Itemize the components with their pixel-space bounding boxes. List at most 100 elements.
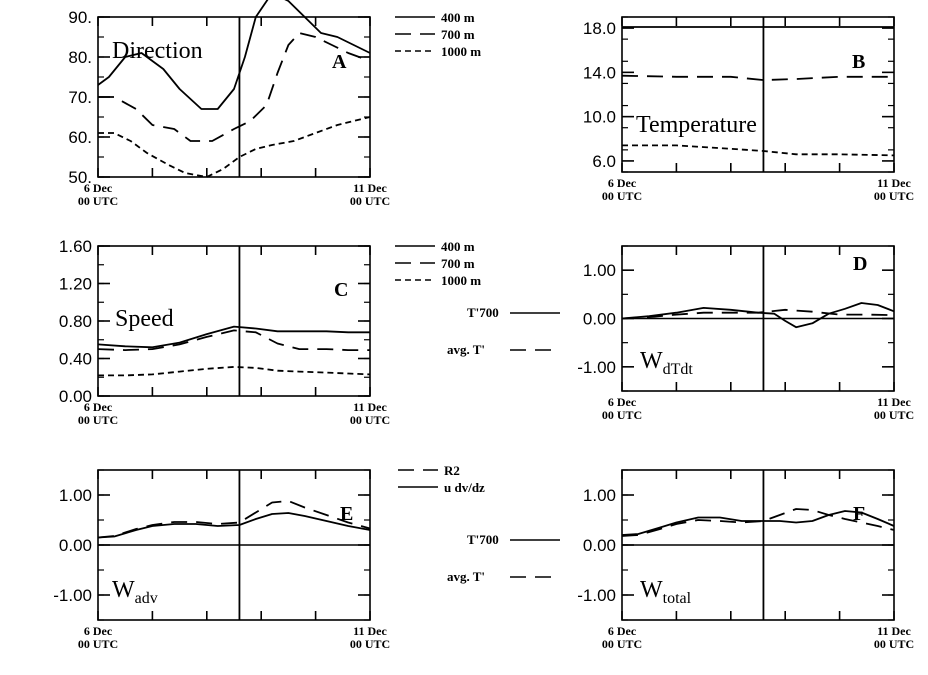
y-tick-label: 1.00	[583, 261, 616, 280]
panel-letter: C	[334, 279, 348, 301]
x-date-label: 6 Dec	[84, 624, 113, 638]
x-date-label: 00 UTC	[78, 194, 118, 208]
x-date-label: 00 UTC	[350, 194, 390, 208]
x-date-label: 00 UTC	[350, 413, 390, 427]
y-tick-label: 90.	[68, 8, 92, 27]
y-tick-label: -1.00	[577, 586, 616, 605]
legend-label: T'700	[467, 532, 499, 547]
legend-label: 700 m	[441, 256, 475, 271]
x-date-label: 00 UTC	[602, 189, 642, 203]
panel-letter: B	[852, 51, 865, 73]
y-tick-label: -1.00	[53, 586, 92, 605]
legend-label: 700 m	[441, 27, 475, 42]
y-tick-label: 0.00	[583, 536, 616, 555]
y-tick-label: 1.00	[59, 486, 92, 505]
panel-title-text: Speed	[115, 306, 174, 332]
y-tick-label: 0.00	[583, 310, 616, 329]
series-line-2	[621, 74, 894, 81]
y-tick-label: 1.60	[59, 237, 92, 256]
panel-title-text: W	[640, 577, 663, 603]
x-date-label: 6 Dec	[608, 395, 637, 409]
y-tick-label: 50.	[68, 168, 92, 187]
legend-label: 1000 m	[441, 44, 481, 59]
legend-label: R2	[444, 463, 460, 478]
x-date-label: 00 UTC	[602, 637, 642, 651]
x-date-label: 6 Dec	[608, 624, 637, 638]
panel-title-text: Temperature	[636, 112, 757, 138]
y-tick-label: 14.0	[583, 63, 616, 82]
series-line-3	[98, 365, 371, 377]
y-tick-label: 70.	[68, 88, 92, 107]
legend-label: 400 m	[441, 239, 475, 254]
y-tick-label: 10.0	[583, 108, 616, 127]
x-date-label: 11 Dec	[353, 181, 387, 195]
panel-title-text: W	[112, 577, 135, 603]
panel-title-subscript: adv	[135, 590, 158, 607]
legend-label: 400 m	[441, 10, 475, 25]
y-tick-label: 0.00	[59, 387, 92, 406]
x-date-label: 00 UTC	[350, 637, 390, 651]
legend-label: u dv/dz	[444, 480, 485, 495]
panel-title-subscript: dTdt	[663, 361, 694, 378]
panel-title: Wtotal	[640, 577, 692, 607]
y-tick-label: 80.	[68, 48, 92, 67]
series-line-1	[97, 0, 371, 110]
x-date-label: 00 UTC	[602, 408, 642, 422]
panel-title-text: Direction	[112, 38, 203, 64]
x-date-label: 00 UTC	[78, 413, 118, 427]
legend-label: 1000 m	[441, 273, 481, 288]
y-tick-label: 0.00	[59, 536, 92, 555]
series-line-1	[621, 510, 895, 536]
x-date-label: 11 Dec	[353, 624, 387, 638]
series-line-2	[621, 508, 895, 537]
y-tick-label: 60.	[68, 128, 92, 147]
x-date-label: 00 UTC	[874, 637, 914, 651]
series-line-1	[97, 500, 371, 539]
panel-letter: D	[853, 253, 867, 275]
x-date-label: 6 Dec	[84, 400, 113, 414]
panel-letter: A	[332, 51, 347, 73]
series-line-3	[622, 144, 895, 157]
x-date-label: 11 Dec	[353, 400, 387, 414]
legend-label: avg. T'	[447, 342, 485, 357]
x-date-label: 00 UTC	[78, 637, 118, 651]
series-line-2	[98, 32, 371, 142]
x-date-label: 00 UTC	[874, 408, 914, 422]
panel-title-subscript: total	[663, 590, 692, 607]
y-tick-label: 1.00	[583, 486, 616, 505]
legend-label: avg. T'	[447, 569, 485, 584]
x-date-label: 11 Dec	[877, 395, 911, 409]
panel-letter: F	[853, 503, 865, 525]
y-tick-label: 1.20	[59, 275, 92, 294]
legend-label: T'700	[467, 305, 499, 320]
series-line-3	[98, 116, 371, 178]
panel-title: Wadv	[112, 577, 158, 607]
plot-frame	[621, 16, 895, 173]
x-date-label: 6 Dec	[608, 176, 637, 190]
panel-title: Direction	[112, 38, 203, 64]
panel-letter: E	[340, 503, 353, 525]
x-date-label: 11 Dec	[877, 176, 911, 190]
series-line-2	[621, 308, 895, 320]
x-date-label: 11 Dec	[877, 624, 911, 638]
y-tick-label: 18.0	[583, 19, 616, 38]
panel-title: Temperature	[636, 112, 757, 138]
series-line-2	[97, 512, 371, 539]
x-date-label: 6 Dec	[84, 181, 113, 195]
y-tick-label: 6.0	[592, 152, 616, 171]
panel-title: Speed	[115, 306, 174, 332]
panel-title: WdTdt	[640, 348, 693, 378]
series-line-1	[97, 325, 370, 349]
panel-title-text: W	[640, 348, 663, 374]
y-tick-label: 0.40	[59, 350, 92, 369]
y-tick-label: 0.80	[59, 312, 92, 331]
x-date-label: 00 UTC	[874, 189, 914, 203]
series-line-1	[621, 302, 895, 329]
